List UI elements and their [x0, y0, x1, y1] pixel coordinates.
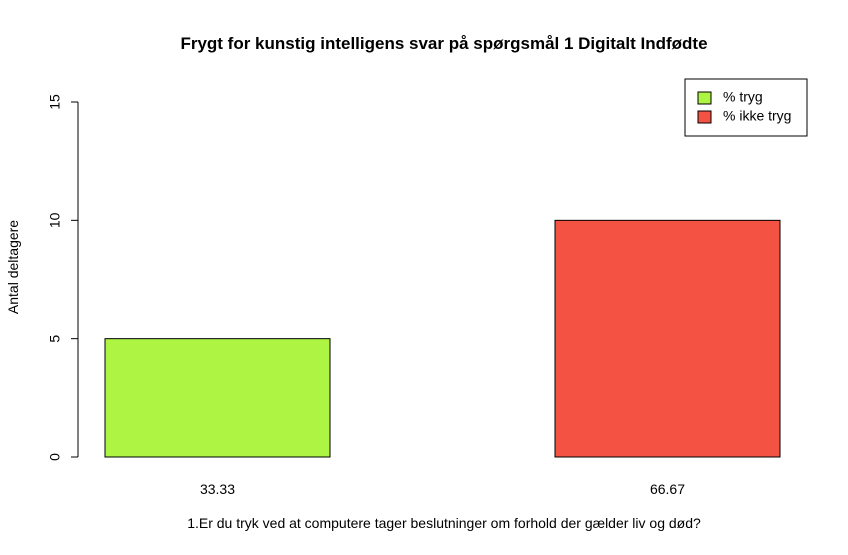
- y-axis: 0 5 10 15: [47, 94, 79, 461]
- y-tick-label: 10: [47, 212, 63, 228]
- legend-box: [684, 78, 808, 137]
- y-tick-label: 0: [47, 453, 63, 461]
- bar: [554, 219, 781, 458]
- chart-title: Frygt for kunstig intelligens svar på sp…: [180, 34, 707, 53]
- y-tick-label: 5: [47, 335, 63, 343]
- y-tick-label: 15: [47, 94, 63, 110]
- legend-swatch: [697, 110, 712, 124]
- x-tick-label: 33.33: [200, 481, 235, 497]
- y-axis-label: Antal deltagere: [5, 220, 21, 314]
- x-tick-labels: 33.33 66.67: [200, 481, 685, 497]
- legend: % tryg % ikke tryg: [684, 78, 808, 137]
- legend-label: % ikke tryg: [723, 108, 791, 124]
- x-tick-label: 66.67: [650, 481, 685, 497]
- x-axis-label: 1.Er du tryk ved at computere tager besl…: [187, 515, 701, 531]
- legend-swatch: [697, 91, 712, 105]
- legend-label: % tryg: [723, 89, 763, 105]
- bars-group: [104, 219, 781, 458]
- bar: [104, 338, 331, 458]
